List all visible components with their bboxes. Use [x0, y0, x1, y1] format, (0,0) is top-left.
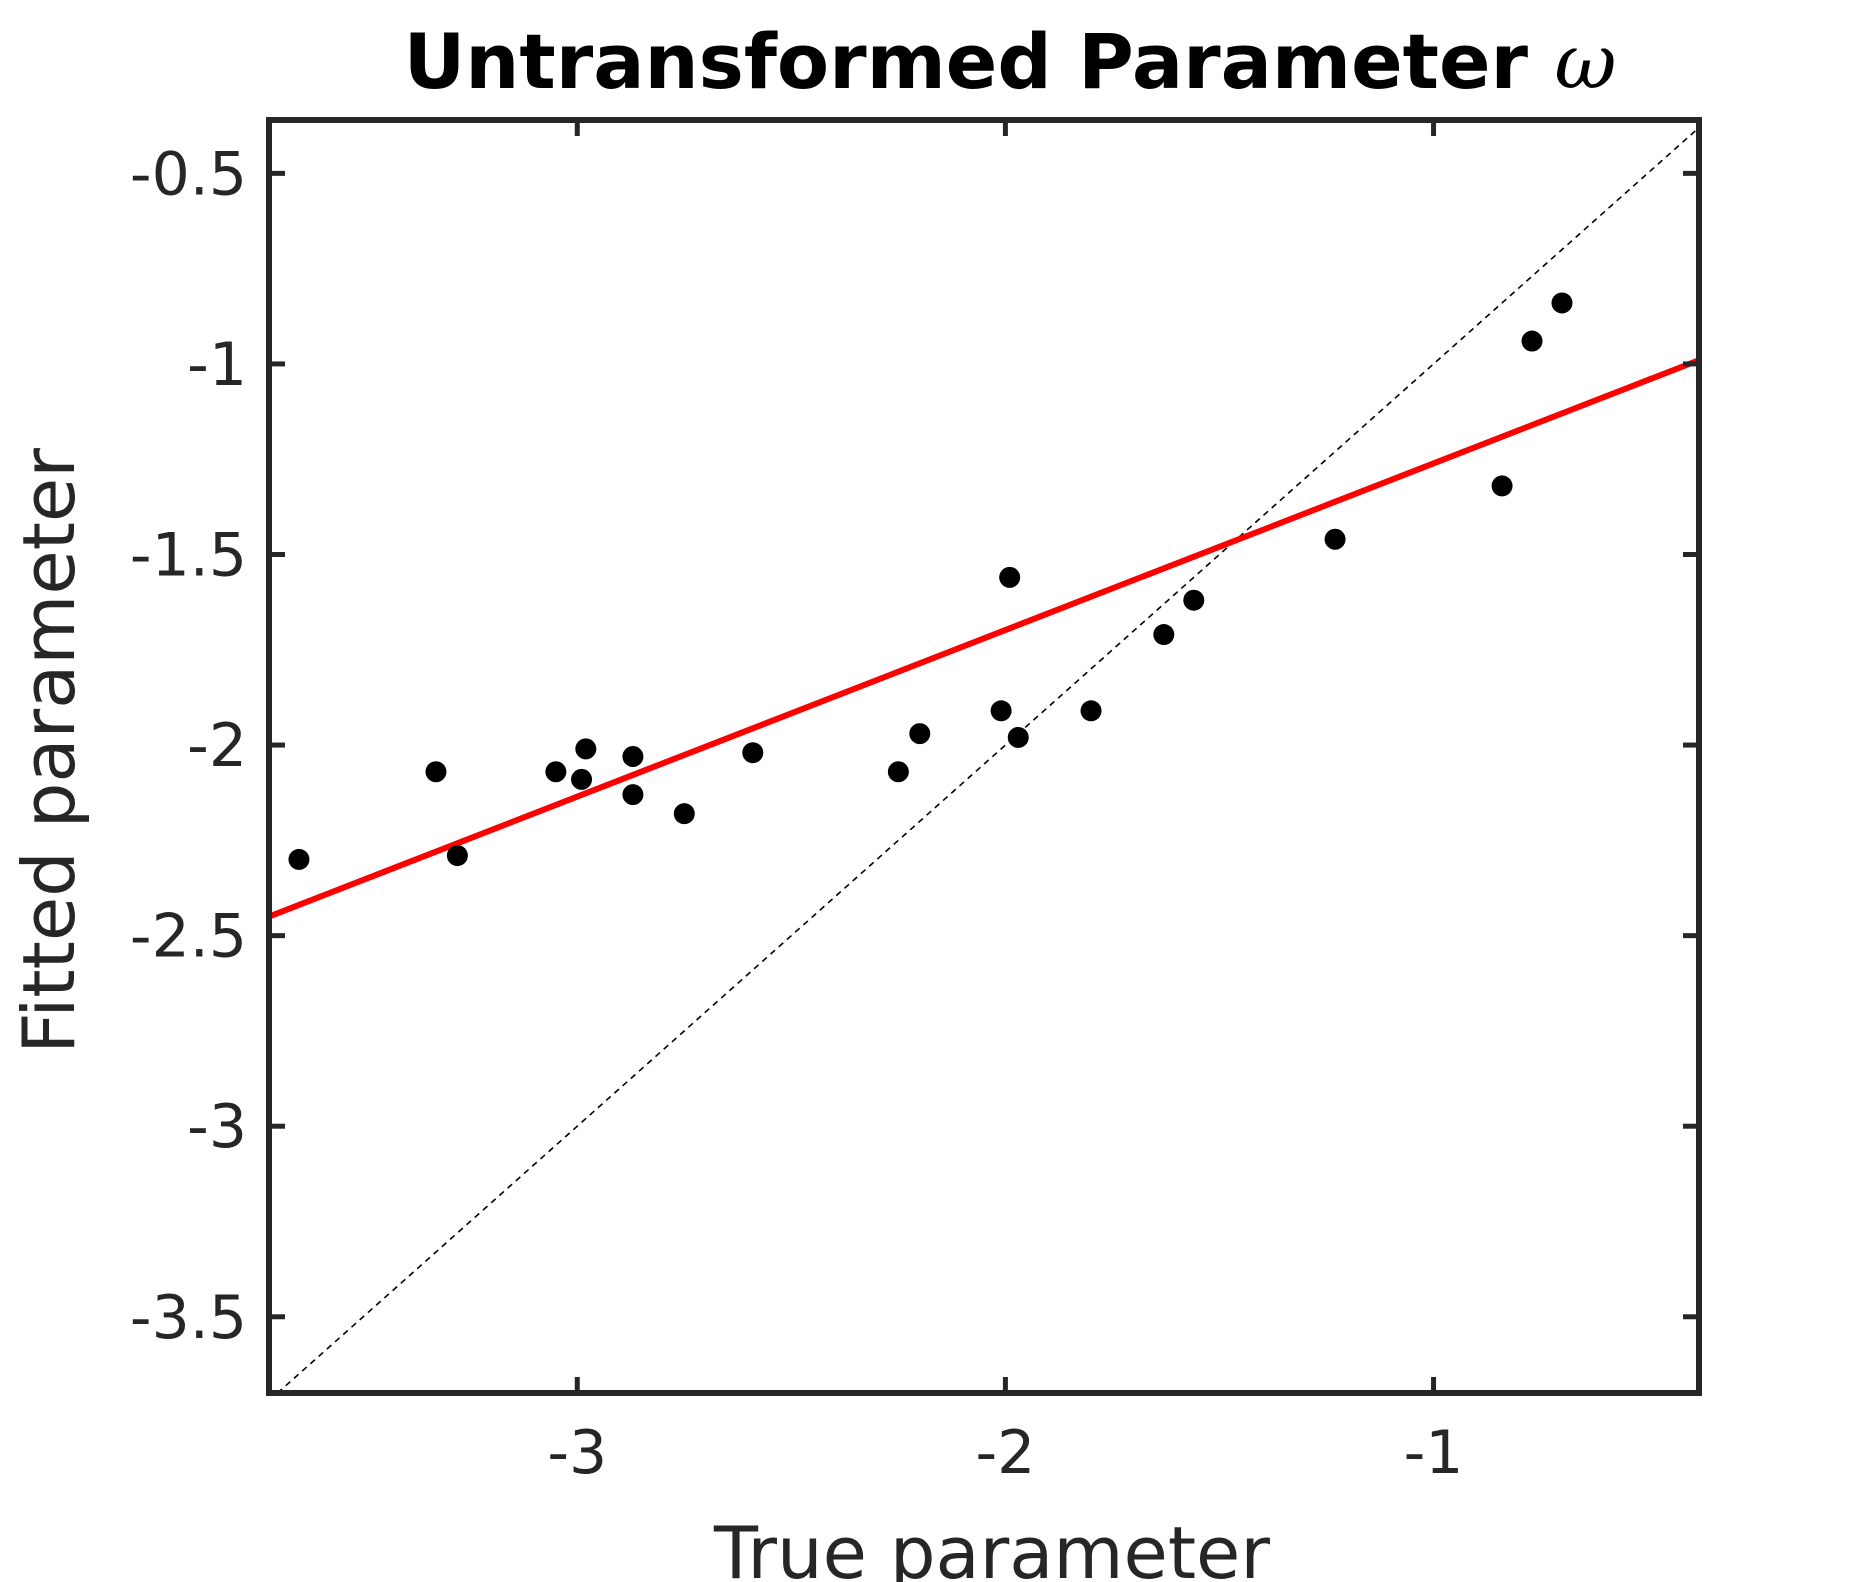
data-point — [1080, 700, 1102, 722]
data-point — [742, 742, 764, 764]
axes-box — [266, 117, 1702, 1396]
data-point — [1153, 624, 1175, 646]
data-point — [425, 761, 447, 783]
y-tick-label: -3.5 — [130, 1283, 247, 1353]
axis-ticks: -3 -2 -1 -3.5 -3 -2.5 -2 -1.5 -1 -0.5 — [130, 117, 1702, 1488]
data-point — [545, 761, 567, 783]
data-point — [1007, 726, 1029, 748]
x-tick-label: -3 — [547, 1418, 607, 1488]
chart-title-text: Untransformed Parameter — [404, 17, 1555, 106]
y-tick-label: -1.5 — [130, 520, 247, 590]
y-tick-label: -2.5 — [130, 902, 247, 972]
identity-line — [277, 127, 1699, 1393]
fit-line — [269, 357, 1699, 920]
x-axis-label: True parameter — [713, 1511, 1270, 1582]
data-point — [999, 566, 1021, 588]
data-point — [887, 761, 909, 783]
data-point — [622, 784, 644, 806]
data-point — [1521, 330, 1543, 352]
data-point — [673, 803, 695, 825]
data-point — [571, 768, 593, 790]
data-point — [622, 746, 644, 767]
x-tick-label: -1 — [1404, 1418, 1464, 1488]
data-point — [1491, 475, 1513, 497]
chart-title-symbol: ω — [1554, 17, 1616, 106]
y-tick-label: -3 — [187, 1092, 247, 1162]
data-point — [1183, 589, 1205, 611]
data-point — [288, 848, 310, 870]
plot-area — [269, 127, 1699, 1393]
data-point — [575, 738, 597, 760]
data-point — [1551, 292, 1573, 314]
y-axis-label: Fitted parameter — [7, 448, 91, 1054]
chart-title: Untransformed Parameter ω — [404, 17, 1617, 106]
data-point — [990, 700, 1012, 722]
x-tick-label: -2 — [975, 1418, 1035, 1488]
data-point — [446, 845, 468, 867]
data-point — [909, 723, 931, 745]
y-tick-label: -0.5 — [130, 139, 247, 209]
y-tick-label: -2 — [187, 711, 247, 781]
data-point — [1324, 528, 1346, 550]
y-tick-label: -1 — [187, 330, 247, 400]
